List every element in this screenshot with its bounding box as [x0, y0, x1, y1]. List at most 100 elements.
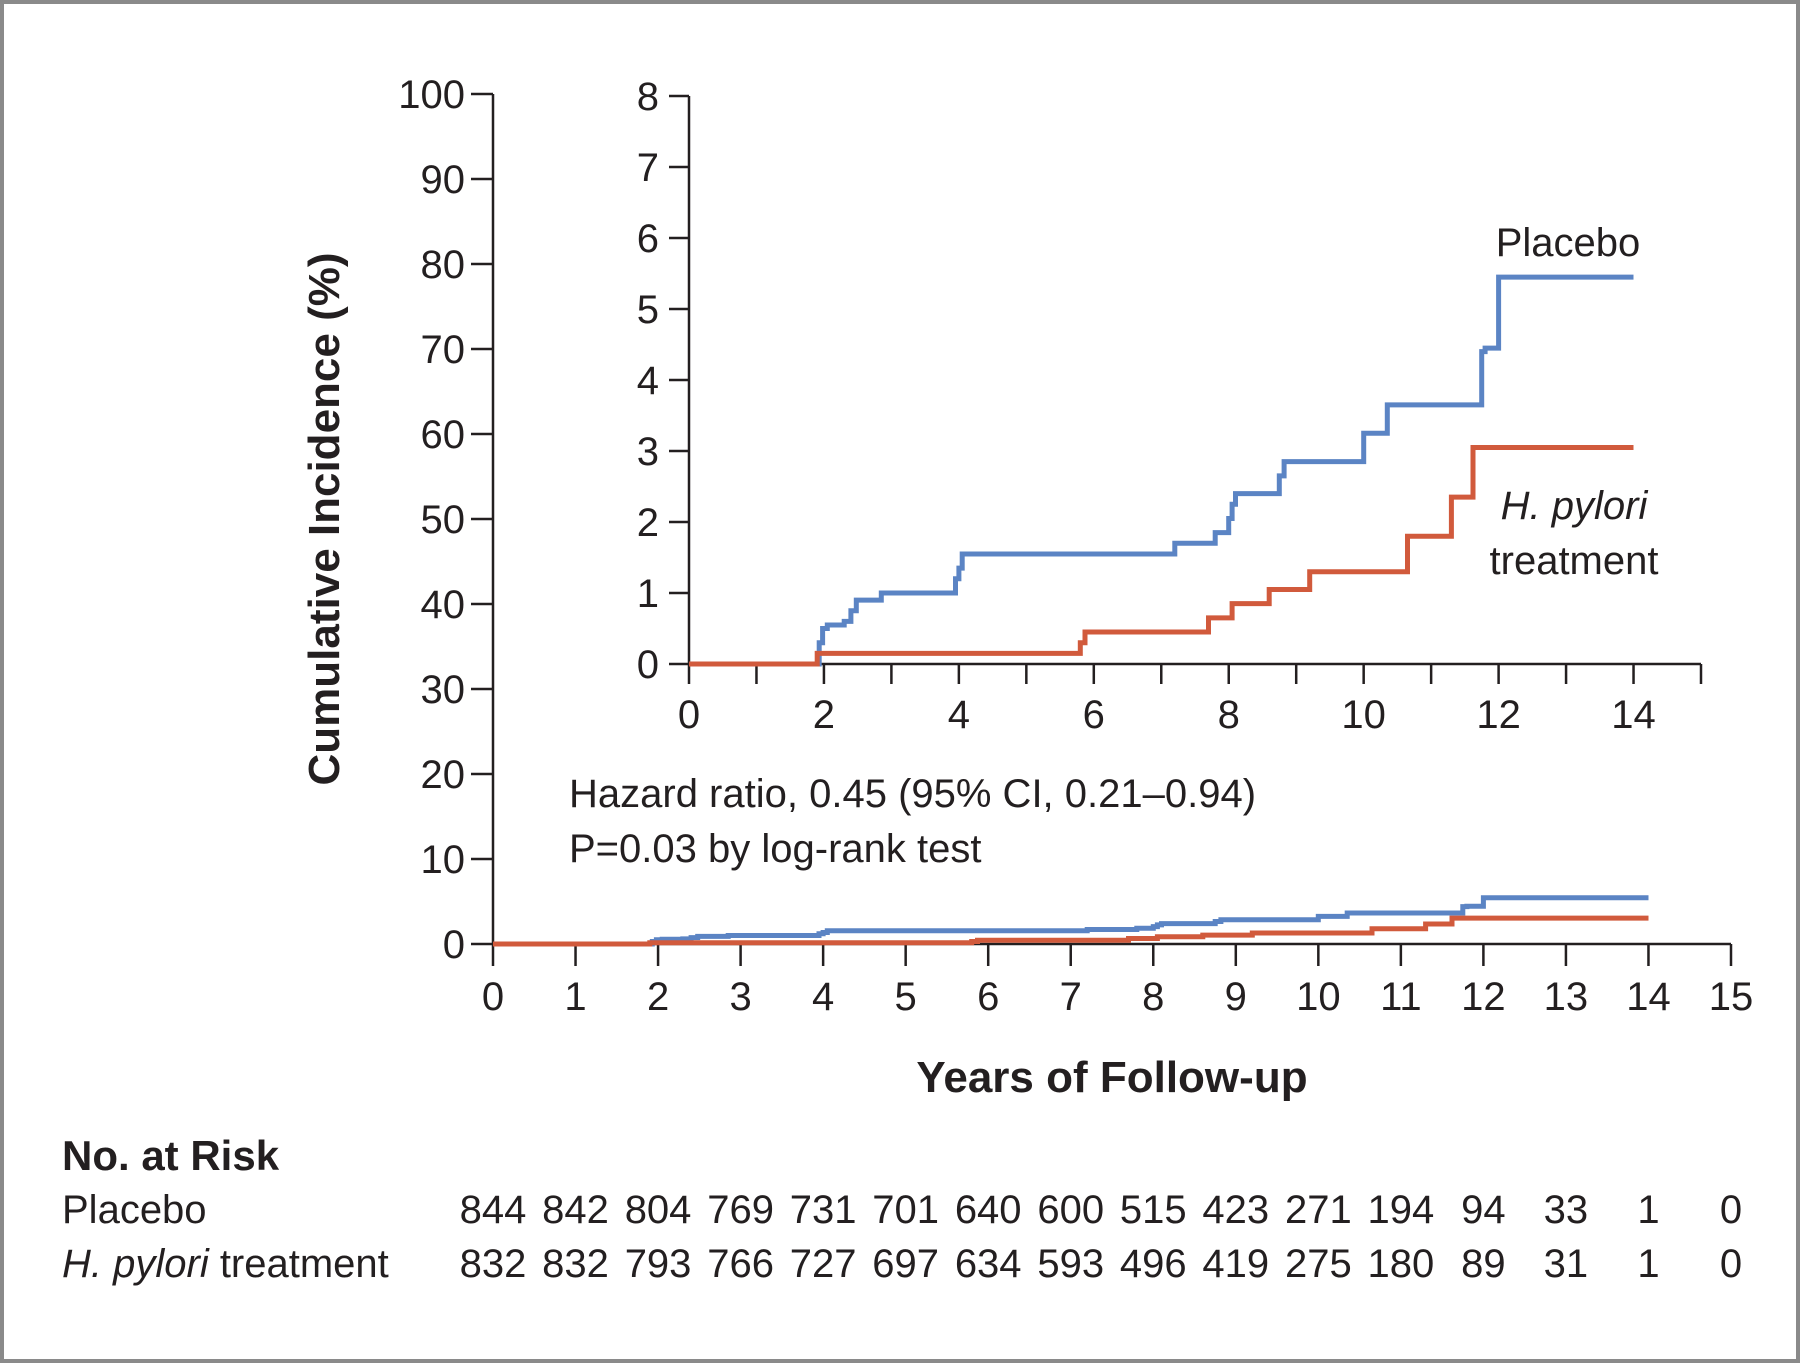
y-axis-title: Cumulative Incidence (%): [300, 252, 349, 785]
inset-x-tick-label: 6: [1083, 693, 1105, 737]
inset-y-tick-label: 6: [637, 217, 659, 261]
risk-value: 94: [1461, 1188, 1506, 1232]
x-tick-label: 2: [647, 975, 669, 1019]
risk-value: 697: [872, 1242, 940, 1286]
risk-value: 1: [1637, 1242, 1660, 1286]
main-series-line: [493, 895, 1649, 947]
y-tick-label: 100: [398, 73, 465, 117]
x-tick-label: 15: [1709, 975, 1754, 1019]
risk-value: 0: [1719, 1188, 1743, 1232]
risk-value: 419: [1202, 1242, 1270, 1286]
x-tick-label: 11: [1380, 975, 1422, 1019]
risk-table-title: No. at Risk: [62, 1132, 280, 1179]
x-tick-label: 1: [564, 975, 586, 1019]
inset-plot-lines: [689, 274, 1634, 667]
y-tick-label: 50: [421, 498, 466, 542]
y-tick-label: 20: [421, 753, 466, 797]
x-tick-label: 7: [1060, 975, 1082, 1019]
risk-value: 844: [459, 1188, 527, 1232]
main-series-line: [493, 915, 1649, 947]
y-tick-label: 70: [421, 328, 466, 372]
risk-value: 33: [1543, 1188, 1589, 1232]
inset-y-tick-label: 7: [637, 146, 659, 190]
risk-value: 600: [1037, 1188, 1105, 1232]
x-tick-label: 3: [729, 975, 751, 1019]
risk-value: 793: [624, 1242, 692, 1286]
risk-value: 804: [624, 1188, 692, 1232]
risk-value: 194: [1367, 1188, 1435, 1232]
risk-row-label-italic: H. pylori: [62, 1242, 209, 1286]
inset-x-tick-label: 0: [678, 693, 700, 737]
risk-value: 593: [1037, 1242, 1105, 1286]
x-tick-label: 4: [812, 975, 834, 1019]
x-tick-label: 5: [895, 975, 917, 1019]
inset-y-tick-label: 8: [637, 75, 659, 119]
y-tick-label: 40: [421, 583, 466, 627]
y-tick-label: 10: [421, 838, 466, 882]
inset-x-tick-label: 4: [948, 693, 970, 737]
y-tick-label: 60: [421, 413, 466, 457]
inset-y-tick-label: 3: [637, 430, 659, 474]
risk-value: 180: [1367, 1242, 1435, 1286]
risk-value: 727: [789, 1242, 857, 1286]
x-tick-label: 14: [1626, 975, 1671, 1019]
risk-row-hp-treatment: H. pylori treatment 832 832 793 766 727 697 63…: [62, 1242, 1762, 1292]
main-plot-lines: [493, 895, 1649, 947]
risk-row-label: H. pylori treatment: [62, 1242, 389, 1287]
x-tick-label: 10: [1296, 975, 1341, 1019]
x-tick-label: 0: [482, 975, 504, 1019]
risk-value: 423: [1202, 1188, 1270, 1232]
risk-value: 0: [1719, 1242, 1743, 1286]
risk-value: 496: [1119, 1242, 1187, 1286]
risk-row-label: Placebo: [62, 1188, 207, 1233]
inset-y-tick-label: 1: [637, 572, 659, 616]
risk-row-placebo: Placebo 844 842 804 769 731 701 640 600 515 423 27…: [62, 1188, 1762, 1238]
risk-value: 842: [542, 1188, 609, 1232]
x-tick-label: 9: [1225, 975, 1247, 1019]
y-tick-label: 80: [421, 243, 466, 287]
inset-y-tick-label: 2: [637, 501, 659, 545]
p-value-note: P=0.03 by log-rank test: [569, 827, 981, 871]
inset-x-tick-label: 12: [1476, 693, 1521, 737]
inset-y-tick-label: 4: [637, 359, 659, 403]
risk-value: 731: [789, 1188, 857, 1232]
placebo-series-label: Placebo: [1496, 221, 1641, 265]
inset-y-tick-label: 5: [637, 288, 659, 332]
inset-x-tick-label: 14: [1611, 693, 1656, 737]
y-tick-label: 30: [421, 668, 466, 712]
x-tick-label: 8: [1142, 975, 1164, 1019]
hp-series-label-line1: H. pylori: [1501, 484, 1649, 528]
risk-row-label-text: treatment: [208, 1242, 389, 1286]
risk-value: 271: [1284, 1188, 1352, 1232]
risk-value: 515: [1119, 1188, 1187, 1232]
risk-value: 832: [542, 1242, 609, 1286]
inset-series-line: [689, 445, 1634, 667]
x-tick-label: 13: [1544, 975, 1589, 1019]
risk-value: 701: [872, 1188, 940, 1232]
risk-value: 640: [954, 1188, 1022, 1232]
inset-series-line: [689, 274, 1634, 667]
risk-value: 832: [459, 1242, 527, 1286]
hazard-ratio-note: Hazard ratio, 0.45 (95% CI, 0.21–0.94): [569, 772, 1256, 816]
risk-value: 31: [1543, 1242, 1589, 1286]
y-tick-label: 0: [443, 923, 465, 967]
y-tick-label: 90: [421, 158, 466, 202]
risk-value: 769: [707, 1188, 774, 1232]
risk-row-label-text: Placebo: [62, 1188, 207, 1232]
inset-x-tick-label: 2: [813, 693, 835, 737]
hp-series-label-line2: treatment: [1490, 539, 1659, 583]
x-axis-title: Years of Follow-up: [916, 1053, 1307, 1102]
risk-value: 89: [1461, 1242, 1506, 1286]
risk-value: 766: [707, 1242, 774, 1286]
risk-value: 1: [1637, 1188, 1660, 1232]
x-tick-label: 12: [1461, 975, 1506, 1019]
inset-y-tick-label: 0: [637, 643, 659, 687]
risk-value: 275: [1284, 1242, 1352, 1286]
inset-x-tick-label: 8: [1218, 693, 1240, 737]
inset-x-tick-label: 10: [1341, 693, 1386, 737]
x-tick-label: 6: [977, 975, 999, 1019]
